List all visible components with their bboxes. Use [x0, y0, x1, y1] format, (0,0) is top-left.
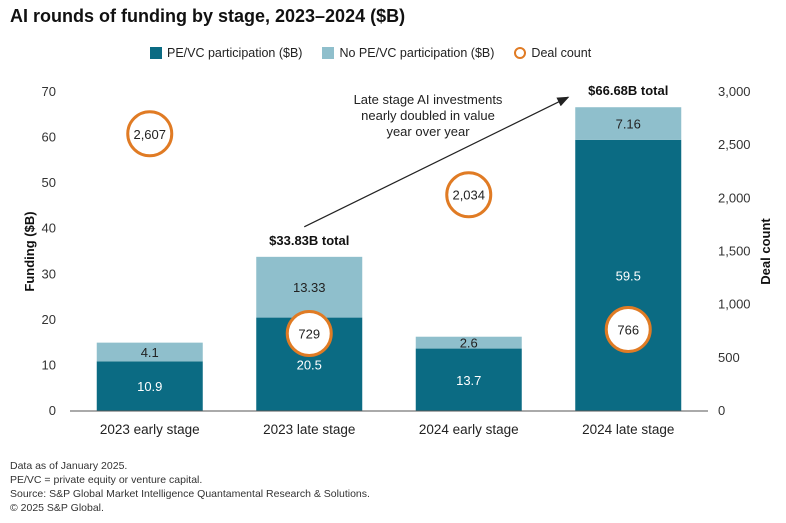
bar-label-pevc: 13.7	[456, 373, 481, 388]
footer-note-source: Source: S&P Global Market Intelligence Q…	[10, 488, 370, 500]
y-tick-label: 10	[42, 357, 56, 372]
legend-swatch-deals	[514, 47, 527, 59]
y-tick-label: 20	[42, 312, 56, 327]
bar-label-pevc: 59.5	[616, 268, 641, 283]
legend-swatch-pevc	[150, 47, 162, 59]
bar-pevc	[575, 139, 682, 411]
y2-tick-label: 2,000	[718, 190, 751, 205]
legend-item-pevc: PE/VC participation ($B)	[150, 46, 302, 60]
legend-label-deals: Deal count	[531, 46, 592, 60]
deal-count-label: 729	[298, 326, 320, 341]
legend: PE/VC participation ($B) No PE/VC partic…	[150, 46, 611, 60]
bar-no-pevc	[96, 342, 203, 362]
x-tick-label: 2024 early stage	[419, 422, 519, 437]
y2-tick-label: 500	[718, 350, 740, 365]
chart-title: AI rounds of funding by stage, 2023–2024…	[10, 6, 406, 26]
footer-note-copyright: © 2025 S&P Global.	[10, 502, 104, 514]
bar-label-no-pevc: 7.16	[616, 117, 641, 132]
bar-label-pevc: 10.9	[137, 379, 162, 394]
y-tick-label: 30	[42, 266, 56, 281]
y2-tick-label: 1,500	[718, 244, 751, 259]
y-tick-label: 0	[49, 403, 56, 418]
annotation-text: Late stage AI investments	[354, 92, 503, 107]
y2-tick-label: 3,000	[718, 84, 751, 99]
legend-item-no-pevc: No PE/VC participation ($B)	[322, 46, 494, 60]
y-tick-label: 70	[42, 84, 56, 99]
legend-swatch-no-pevc	[322, 47, 335, 59]
footer-note-definition: PE/VC = private equity or venture capita…	[10, 474, 203, 486]
annotation-arrow	[303, 96, 570, 228]
deal-count-label: 2,034	[452, 188, 485, 203]
y2-axis-title: Deal count	[758, 218, 773, 285]
annotation-text: year over year	[386, 124, 470, 139]
bar-no-pevc	[415, 336, 522, 349]
bar-pevc	[96, 361, 203, 411]
deal-count-marker	[445, 171, 493, 219]
bar-total-label: $33.83B total	[269, 233, 349, 248]
bar-pevc	[415, 348, 522, 411]
annotation-text: nearly doubled in value	[361, 108, 495, 123]
footer: Data as of January 2025. PE/VC = private…	[10, 459, 370, 515]
bar-label-no-pevc: 4.1	[141, 345, 159, 360]
deal-count-marker	[126, 110, 174, 158]
deal-count-label: 766	[617, 323, 639, 338]
y-tick-label: 60	[42, 130, 56, 145]
bar-label-no-pevc: 13.33	[293, 280, 326, 295]
deal-count-marker	[604, 306, 652, 354]
bar-label-no-pevc: 2.6	[460, 336, 478, 351]
bar-no-pevc	[575, 107, 682, 140]
deal-count-marker	[285, 309, 333, 357]
y2-tick-label: 1,000	[718, 297, 751, 312]
bar-label-pevc: 20.5	[297, 357, 322, 372]
x-tick-label: 2024 late stage	[582, 422, 674, 437]
x-tick-label: 2023 early stage	[100, 422, 200, 437]
y-tick-label: 40	[42, 221, 56, 236]
y2-tick-label: 0	[718, 403, 725, 418]
y2-tick-label: 2,500	[718, 137, 751, 152]
bar-no-pevc	[256, 256, 363, 318]
bar-total-label: $66.68B total	[588, 83, 668, 98]
y-axis-title: Funding ($B)	[22, 211, 37, 291]
legend-label-no-pevc: No PE/VC participation ($B)	[339, 46, 495, 60]
legend-item-deals: Deal count	[514, 46, 591, 60]
x-tick-label: 2023 late stage	[263, 422, 355, 437]
footer-note-date: Data as of January 2025.	[10, 460, 128, 472]
y-tick-label: 50	[42, 175, 56, 190]
legend-label-pevc: PE/VC participation ($B)	[167, 46, 303, 60]
deal-count-label: 2,607	[133, 127, 166, 142]
